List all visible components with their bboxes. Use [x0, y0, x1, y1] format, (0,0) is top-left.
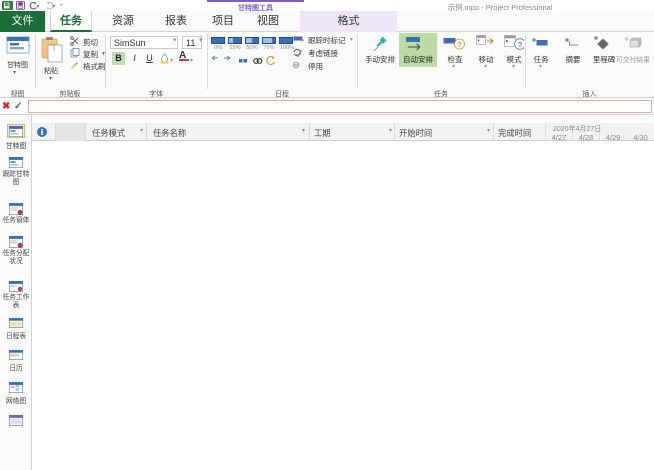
svg-text:?: ?	[457, 42, 461, 49]
svg-text:?: ?	[518, 40, 523, 49]
